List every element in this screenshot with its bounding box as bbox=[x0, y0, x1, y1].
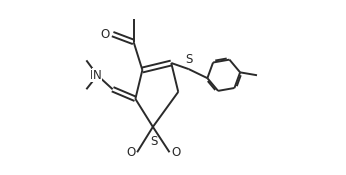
Text: O: O bbox=[171, 146, 181, 159]
Text: N: N bbox=[90, 69, 98, 82]
Text: N: N bbox=[93, 69, 102, 82]
Text: O: O bbox=[126, 146, 135, 159]
Text: O: O bbox=[101, 28, 110, 41]
Text: S: S bbox=[185, 53, 192, 66]
Text: S: S bbox=[150, 135, 157, 148]
